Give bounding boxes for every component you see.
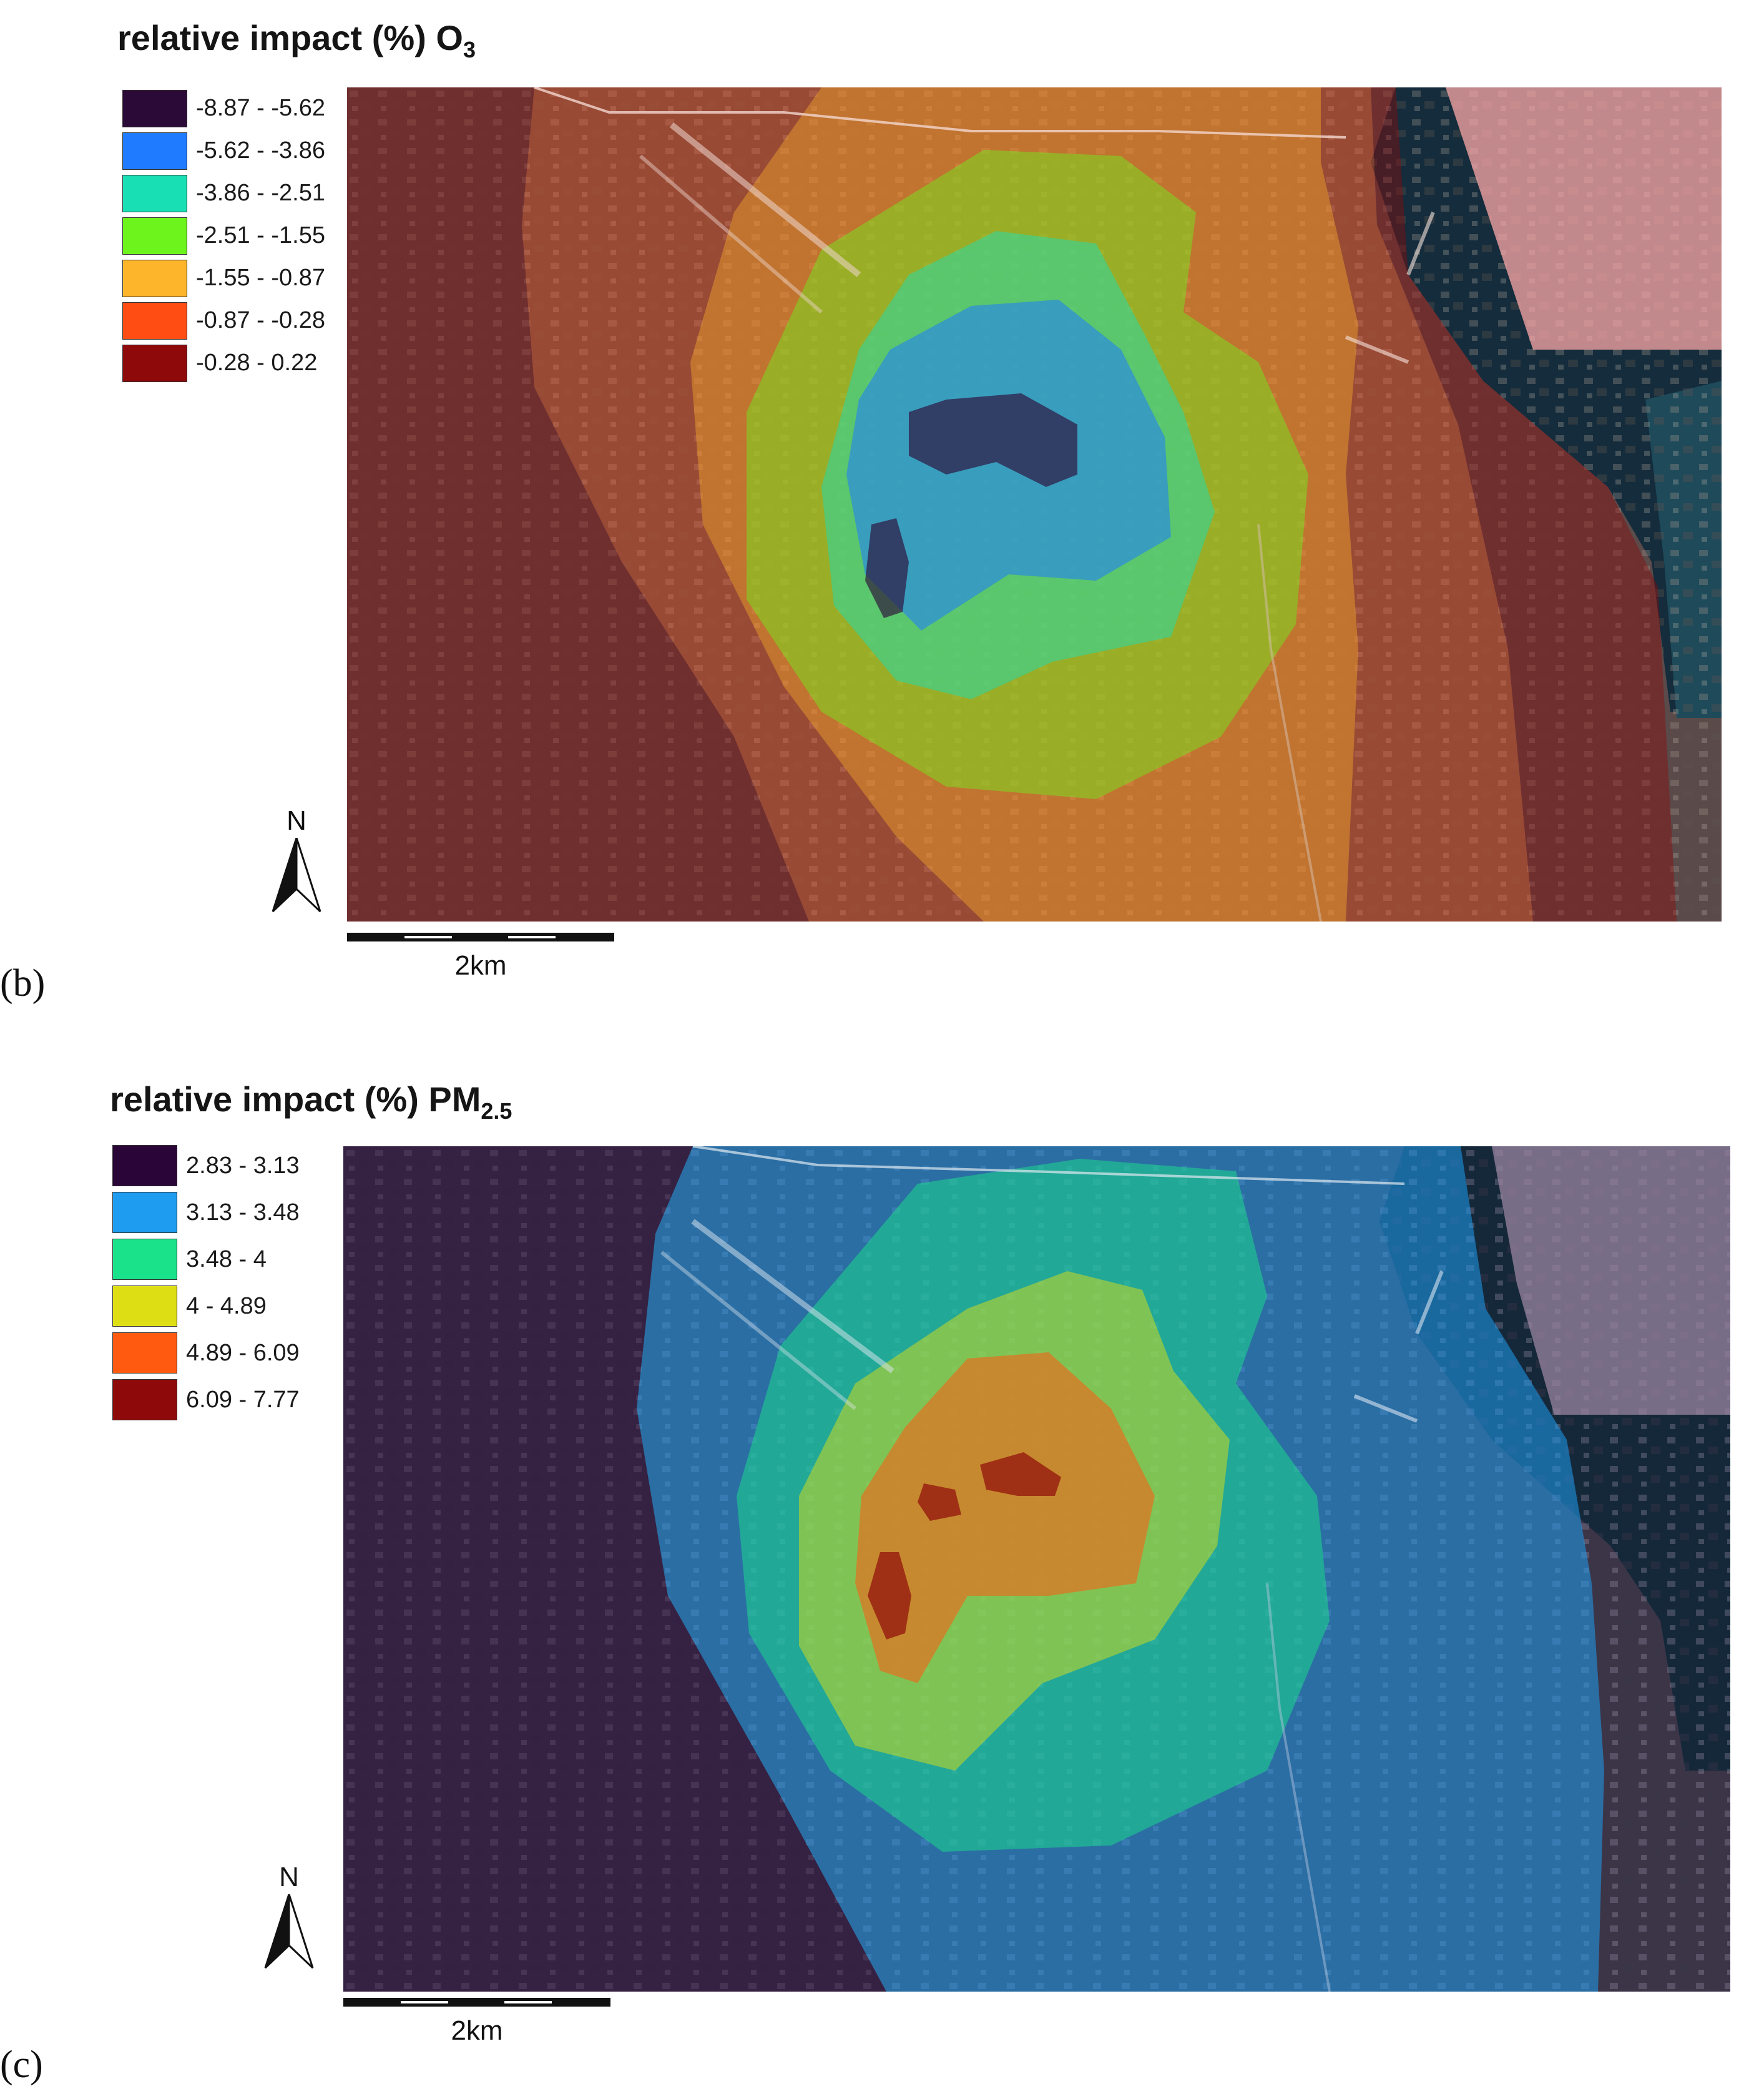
north-arrow-icon: N: [268, 805, 325, 913]
band-6.09-7.77: [980, 1452, 1061, 1496]
runway: [691, 1219, 894, 1374]
band-6.09-7.77: [868, 1552, 911, 1639]
scale-bar: 2km: [347, 930, 614, 981]
band-minus0.28-0.22: [347, 87, 809, 922]
road: [1257, 524, 1322, 922]
north-label: N: [279, 1862, 299, 1892]
panel-b-o3-map: relative impact (%) O3 -8.87 - -5.62 -5.…: [0, 0, 1764, 1011]
map-title-o3: relative impact (%) O3: [117, 18, 476, 62]
band-minus8.87-minus5.62: [909, 393, 1077, 487]
runway: [660, 1251, 856, 1410]
band-2.83-3.13: [343, 1146, 886, 1992]
legend-swatch: [112, 1192, 177, 1233]
scale-bar: 2km: [343, 1995, 610, 2046]
legend-swatch: [112, 1379, 177, 1420]
band-6.09-7.77: [918, 1483, 961, 1521]
legend-label: 4 - 4.89: [186, 1293, 267, 1319]
legend-label: 3.13 - 3.48: [186, 1199, 300, 1226]
legend-swatch: [122, 175, 187, 212]
pier: [1345, 211, 1435, 364]
legend-swatch: [122, 90, 187, 127]
legend-label: 6.09 - 7.77: [186, 1387, 300, 1413]
legend-label: 3.48 - 4: [186, 1246, 267, 1272]
runway: [639, 154, 823, 314]
legend-label: -3.86 - -2.51: [196, 180, 325, 206]
sea-overlay-mauve: [1492, 1146, 1730, 1415]
legend-label: 4.89 - 6.09: [186, 1340, 300, 1366]
legend-label: -0.87 - -0.28: [196, 307, 325, 333]
runway: [669, 122, 861, 277]
road: [1266, 1583, 1331, 1992]
panel-label: (b): [0, 962, 46, 1005]
legend-swatch: [122, 260, 187, 297]
map-o3[interactable]: [347, 87, 1722, 922]
panel-c-pm25-map: relative impact (%) PM2.5 2.83 - 3.13 3.…: [0, 1061, 1764, 2094]
legend-label: 2.83 - 3.13: [186, 1153, 300, 1179]
legend-swatch: [112, 1285, 177, 1327]
legend-swatch: [112, 1145, 177, 1186]
legend-swatch: [122, 132, 187, 170]
legend-swatch: [112, 1332, 177, 1374]
pier: [1353, 1270, 1444, 1423]
legend-label: -1.55 - -0.87: [196, 265, 325, 291]
coastline: [692, 1146, 1405, 1185]
legend-swatch: [122, 345, 187, 382]
scale-label: 2km: [451, 2015, 503, 2046]
legend-label: -0.28 - 0.22: [196, 350, 318, 376]
legend-swatch: [112, 1239, 177, 1280]
legend-label: -5.62 - -3.86: [196, 137, 325, 164]
legend-swatch: [122, 217, 187, 255]
scale-label: 2km: [454, 950, 507, 981]
panel-label: (c): [0, 2043, 43, 2086]
coastline: [534, 87, 1346, 139]
north-arrow-icon: N: [261, 1862, 317, 1969]
legend-label: -2.51 - -1.55: [196, 222, 325, 248]
map-pm25[interactable]: [343, 1146, 1730, 1992]
band-4.89-6.09: [855, 1352, 1155, 1683]
band-minus0.28-0.22: [1371, 87, 1677, 922]
band-minus8.87-minus5.62: [865, 518, 909, 618]
legend-label: -8.87 - -5.62: [196, 95, 325, 121]
legend-swatch: [122, 302, 187, 340]
map-title-pm25: relative impact (%) PM2.5: [110, 1079, 512, 1124]
sea-overlay-pink: [1446, 87, 1722, 350]
north-label: N: [287, 805, 306, 836]
